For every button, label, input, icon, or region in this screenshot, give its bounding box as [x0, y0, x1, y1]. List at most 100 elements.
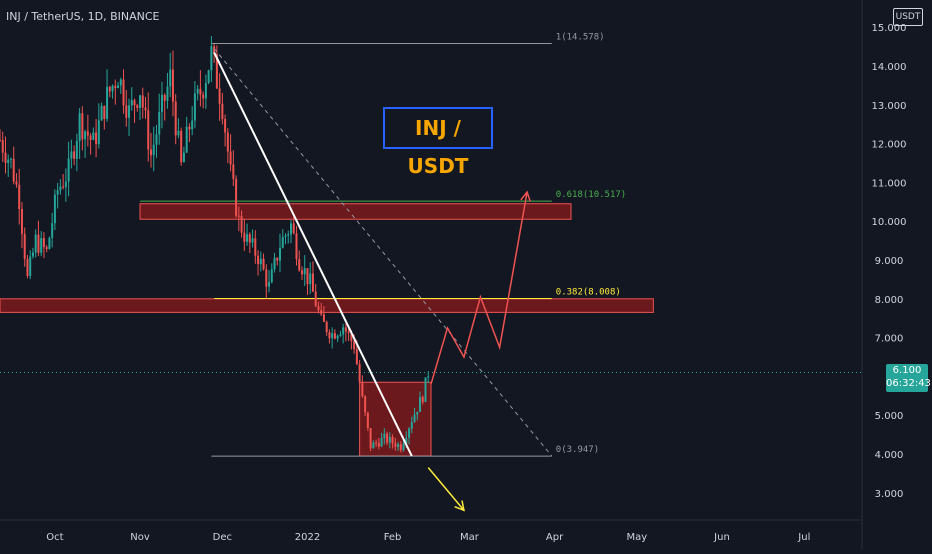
candle-body: [108, 86, 111, 92]
candle-body: [350, 332, 353, 342]
candle-body: [152, 144, 155, 156]
y-tick-label: 12.000: [872, 140, 907, 151]
candle-body: [147, 110, 150, 150]
candle-body: [117, 85, 120, 89]
candle-body: [298, 259, 301, 271]
candle-body: [232, 164, 235, 179]
x-tick-label: Mar: [460, 532, 480, 543]
candle-body: [224, 119, 227, 133]
candle-body: [399, 444, 402, 451]
candle-body: [97, 120, 100, 145]
candle-body: [333, 333, 336, 339]
candle-body: [377, 443, 380, 447]
candle-body: [311, 273, 314, 292]
y-tick-label: 4.000: [875, 450, 904, 461]
candle-body: [328, 332, 331, 339]
candle-body: [320, 310, 323, 315]
candle-body: [300, 270, 303, 275]
candle-body: [193, 93, 196, 121]
candle-body: [7, 159, 10, 163]
candle-body: [9, 158, 12, 160]
candle-body: [322, 314, 325, 322]
candle-body: [240, 215, 243, 233]
candle-body: [416, 411, 419, 415]
candle-body: [92, 132, 95, 140]
candle-body: [4, 152, 7, 163]
candle-body: [347, 331, 350, 333]
candle-body: [397, 444, 400, 447]
candle-body: [295, 233, 298, 260]
pair-title-box: INJ / USDT: [383, 107, 493, 178]
candle-body: [149, 149, 152, 156]
candle-body: [394, 443, 397, 447]
candle-body: [273, 257, 276, 270]
candle-body: [248, 234, 251, 243]
bearish-arrowhead: [454, 500, 465, 512]
candle-body: [23, 233, 26, 259]
candle-body: [314, 291, 317, 307]
candle-body: [56, 190, 59, 195]
x-tick-label: Dec: [213, 532, 232, 543]
candle-body: [84, 131, 87, 140]
x-tick-label: May: [627, 532, 648, 543]
y-tick-label: 8.000: [875, 295, 904, 306]
candle-body: [375, 442, 378, 444]
candle-body: [303, 268, 306, 275]
fib-label: 0.382(8.008): [556, 287, 621, 297]
y-tick-label: 11.000: [872, 178, 907, 189]
x-tick-label: Jul: [797, 532, 810, 543]
candle-body: [268, 282, 271, 287]
candle-body: [276, 257, 279, 261]
candle-body: [226, 132, 229, 152]
candle-body: [29, 256, 32, 277]
candle-body: [218, 88, 221, 104]
candle-body: [67, 158, 70, 182]
candle-body: [309, 273, 312, 285]
candle-body: [144, 107, 147, 111]
candle-body: [202, 94, 205, 99]
candle-body: [139, 95, 142, 108]
candle-body: [100, 105, 103, 121]
x-tick-label: Feb: [384, 532, 402, 543]
y-tick-label: 7.000: [875, 334, 904, 345]
candle-body: [419, 397, 422, 412]
candle-body: [257, 255, 260, 265]
candle-body: [424, 377, 427, 402]
x-tick-label: Jun: [713, 532, 730, 543]
candle-body: [213, 46, 216, 54]
candle-body: [364, 396, 367, 413]
candle-body: [361, 381, 364, 397]
candle-body: [355, 349, 358, 365]
candle-body: [45, 247, 48, 249]
candle-body: [369, 427, 372, 449]
candle-body: [243, 232, 246, 242]
candle-body: [0, 139, 1, 141]
candle-body: [344, 327, 347, 332]
candle-body: [166, 86, 169, 101]
candle-body: [188, 126, 191, 130]
bar-countdown: 06:32:43: [886, 378, 931, 389]
zone-support-resistance: [0, 298, 654, 313]
candle-body: [114, 85, 117, 89]
candle-body: [78, 113, 81, 142]
candle-body: [204, 83, 207, 99]
candle-body: [215, 53, 218, 89]
candle-body: [73, 151, 76, 159]
candle-body: [128, 105, 131, 118]
candle-body: [15, 181, 18, 185]
candle-body: [325, 321, 328, 333]
bearish-arrow-line: [427, 467, 465, 511]
projection-arrowhead: [520, 190, 531, 202]
candle-body: [410, 422, 413, 429]
y-tick-label: 14.000: [872, 62, 907, 73]
x-tick-label: Oct: [46, 532, 63, 543]
candle-body: [95, 132, 98, 145]
candle-body: [287, 234, 290, 236]
fib-label: 0.618(10.517): [556, 190, 626, 200]
bullish-projection-path: [430, 191, 528, 385]
currency-badge[interactable]: USDT: [893, 8, 923, 26]
candle-body: [89, 135, 92, 140]
candle-body: [53, 194, 56, 224]
